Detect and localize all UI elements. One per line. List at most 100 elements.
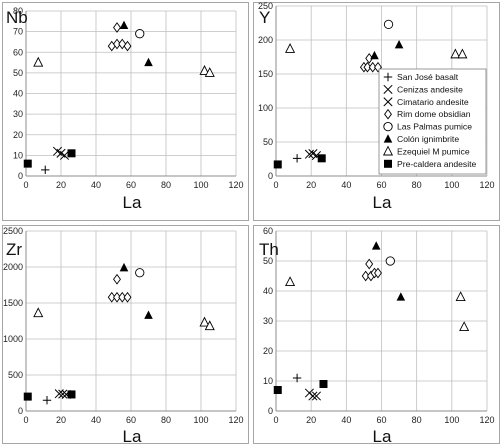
x-tick-label: 0 <box>23 180 28 190</box>
x-axis-label: La <box>123 193 142 212</box>
y-tick-label: 2500 <box>3 226 23 236</box>
x-tick-label: 120 <box>228 415 243 425</box>
legend-marker <box>384 108 392 120</box>
y-tick-label: 0 <box>268 171 273 181</box>
legend-label: Las Palmas pumice <box>397 122 472 132</box>
data-point <box>123 40 132 52</box>
data-point <box>113 22 121 33</box>
x-tick-label: 40 <box>91 180 101 190</box>
data-point <box>273 160 282 169</box>
data-point <box>33 56 44 67</box>
legend-marker <box>383 121 393 132</box>
y-tick-label: 80 <box>13 6 23 16</box>
legend-marker <box>383 72 393 82</box>
x-tick-label: 20 <box>306 180 316 190</box>
data-point <box>371 241 381 250</box>
x-tick-label: 40 <box>91 415 101 425</box>
data-point <box>459 321 470 332</box>
y-tick-label: 200 <box>258 35 273 45</box>
data-point <box>385 256 395 266</box>
data-point <box>199 65 210 75</box>
x-tick-label: 20 <box>56 415 66 425</box>
x-tick-label: 100 <box>444 180 459 190</box>
y-tick-label: 50 <box>263 137 273 147</box>
y-tick-label: 40 <box>263 286 273 296</box>
data-point <box>319 380 328 388</box>
x-axis-label: La <box>373 193 392 212</box>
y-tick-label: 500 <box>8 370 23 380</box>
legend-label: Ezequiel M pumice <box>397 146 470 156</box>
x-tick-label: 80 <box>412 180 422 190</box>
x-tick-label: 60 <box>376 180 386 190</box>
data-point <box>457 48 468 59</box>
x-tick-label: 120 <box>479 415 494 425</box>
x-tick-label: 0 <box>273 415 278 425</box>
data-point <box>33 307 44 318</box>
x-tick-label: 80 <box>161 415 171 425</box>
y-tick-label: 1000 <box>3 334 23 344</box>
y-tick-label: 1500 <box>3 298 23 308</box>
y-tick-label: 0 <box>18 406 23 416</box>
panel-title: Y <box>259 8 270 27</box>
y-tick-label: 60 <box>263 226 273 236</box>
legend-marker <box>384 159 392 168</box>
y-tick-label: 0 <box>18 171 23 181</box>
x-tick-label: 60 <box>126 180 136 190</box>
legend-label: San José basalt <box>397 72 459 82</box>
panel-title: Th <box>259 240 279 259</box>
data-point <box>363 61 372 73</box>
x-tick-label: 120 <box>479 180 494 190</box>
legend-label: Cimatario andesite <box>397 97 469 107</box>
panel-frame <box>253 225 500 444</box>
y-tick-label: 50 <box>13 68 23 78</box>
panel-title: Zr <box>6 240 22 259</box>
legend-label: Rim dome obsidian <box>397 109 471 119</box>
y-tick-label: 2000 <box>3 262 23 272</box>
data-point <box>113 273 121 285</box>
data-point <box>67 149 76 158</box>
x-tick-label: 60 <box>376 415 386 425</box>
chart-panel-th: 0 10 20 30 40 50 60 0 20 40 60 80 100 120 Th La <box>253 225 500 446</box>
y-tick-label: 10 <box>13 150 23 160</box>
legend-box <box>378 68 487 175</box>
data-point <box>285 43 296 53</box>
data-point <box>394 39 404 49</box>
x-tick-label: 0 <box>273 180 278 190</box>
data-point <box>311 391 321 401</box>
data-point <box>383 19 394 30</box>
x-tick-label: 100 <box>444 415 459 425</box>
x-tick-label: 60 <box>126 415 136 425</box>
data-point <box>135 268 145 278</box>
panel-frame <box>2 2 249 221</box>
y-tick-label: 10 <box>263 376 273 386</box>
data-point <box>199 316 210 327</box>
data-point <box>144 57 153 67</box>
x-tick-label: 20 <box>306 415 316 425</box>
data-point <box>119 20 129 30</box>
data-point <box>308 391 318 401</box>
data-point <box>23 159 32 168</box>
data-point <box>113 291 121 303</box>
chart-panel-nb: 0 10 20 30 40 50 60 70 80 0 20 40 60 80 100 120 Nb La <box>2 2 249 221</box>
y-tick-label: 60 <box>13 47 23 57</box>
x-axis-label: La <box>373 427 392 446</box>
y-tick-label: 150 <box>258 69 273 79</box>
data-point <box>204 320 215 331</box>
x-tick-label: 40 <box>341 180 351 190</box>
data-point <box>361 270 370 282</box>
legend-marker <box>382 145 394 156</box>
y-tick-label: 0 <box>268 406 273 416</box>
data-point <box>123 291 132 303</box>
data-point <box>204 67 215 77</box>
y-tick-label: 30 <box>263 316 273 326</box>
x-axis-label: La <box>123 427 142 446</box>
y-tick-label: 250 <box>258 1 273 11</box>
y-tick-label: 20 <box>263 346 273 356</box>
legend-marker <box>383 97 393 107</box>
data-point <box>59 150 70 160</box>
legend-marker <box>383 134 393 143</box>
x-tick-label: 0 <box>23 415 28 425</box>
data-point <box>273 386 282 394</box>
data-point <box>365 258 374 270</box>
